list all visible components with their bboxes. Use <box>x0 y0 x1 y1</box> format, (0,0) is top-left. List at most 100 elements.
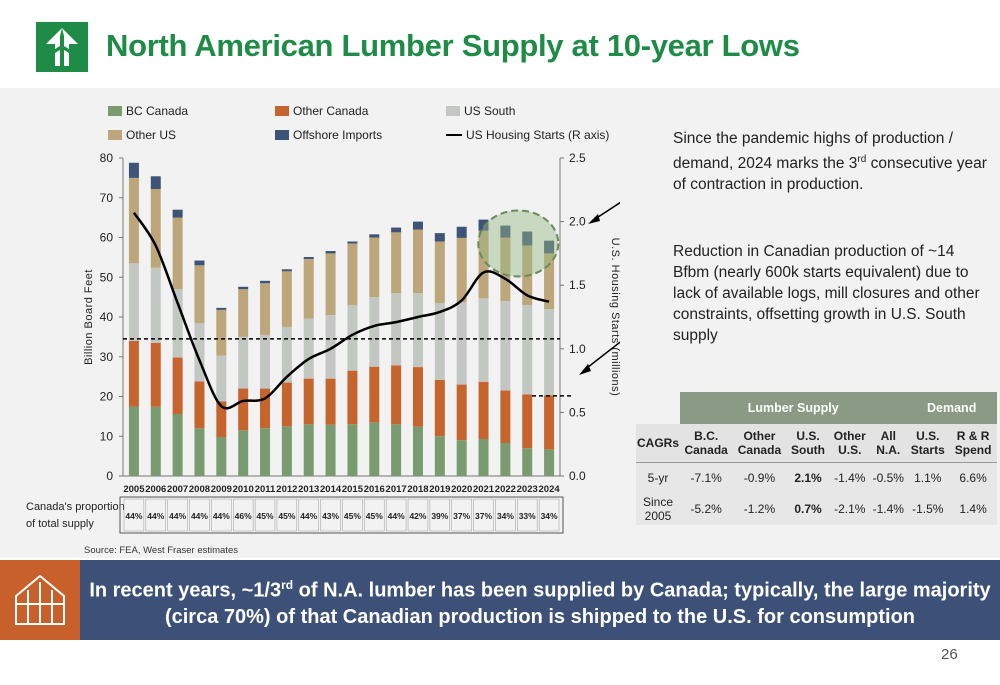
bar-us-south <box>412 293 423 368</box>
y2-tick-label: 0.5 <box>569 405 586 419</box>
legend-swatch-other-canada <box>275 106 289 116</box>
table-cell: -5.2% <box>680 493 733 525</box>
note1-text-a: Since the pandemic highs of production /… <box>673 130 954 173</box>
x-tick-label: 2011 <box>255 484 276 495</box>
table-cell: -0.5% <box>870 462 907 493</box>
bar-other-us <box>347 243 358 306</box>
col-header: U.S. South <box>786 424 830 463</box>
bar-offshore-imports <box>172 209 183 218</box>
legend-label-us-south: US South <box>464 104 515 118</box>
col-header: All N.A. <box>870 424 907 463</box>
table-row: Since 2005 -5.2% -1.2% 0.7% -2.1% -1.4% … <box>636 493 997 525</box>
tree-logo-icon <box>36 22 88 72</box>
bar-other-us <box>216 309 227 356</box>
y-tick-label: 20 <box>100 390 114 404</box>
bar-other-us <box>281 271 292 327</box>
table-cell: -1.2% <box>732 493 787 525</box>
bar-bc-canada <box>150 406 161 476</box>
x-tick-label: 2023 <box>517 484 538 495</box>
bar-bc-canada <box>500 443 511 476</box>
canada-proportion-label-line1: Canada's proportion <box>26 501 125 513</box>
bar-bc-canada <box>303 424 314 476</box>
bar-offshore-imports <box>281 269 292 272</box>
bar-other-us <box>150 189 161 268</box>
bar-bc-canada <box>391 424 402 476</box>
bar-other-canada <box>216 401 227 438</box>
x-tick-label: 2018 <box>407 484 428 495</box>
bar-offshore-imports <box>478 219 489 231</box>
proportion-value: 44% <box>169 511 186 521</box>
proportion-cell <box>233 498 254 532</box>
x-tick-label: 2009 <box>211 484 232 495</box>
bar-offshore-imports <box>238 286 249 290</box>
table-cell: 1.1% <box>906 462 950 493</box>
proportion-value: 37% <box>453 511 470 521</box>
col-header: U.S. Starts <box>906 424 950 463</box>
x-tick-label: 2008 <box>189 484 210 495</box>
proportion-value: 44% <box>147 511 164 521</box>
bar-bc-canada <box>522 448 533 476</box>
bar-us-south <box>391 293 402 366</box>
header: North American Lumber Supply at 10-year … <box>0 0 1000 88</box>
proportion-value: 43% <box>322 511 339 521</box>
proportion-cell <box>123 498 145 532</box>
bar-other-us <box>194 265 205 323</box>
x-tick-label: 2007 <box>167 484 188 495</box>
x-tick-label: 2019 <box>429 484 450 495</box>
bar-us-south <box>172 289 183 358</box>
y-tick-label: 70 <box>100 191 114 205</box>
proportion-value: 46% <box>235 511 252 521</box>
table-cell: -0.9% <box>732 462 787 493</box>
table-cell: -7.1% <box>680 462 733 493</box>
bar-us-south <box>194 322 205 382</box>
bar-us-south <box>260 334 271 389</box>
bar-bc-canada <box>194 428 205 476</box>
x-tick-label: 2006 <box>145 484 166 495</box>
page-title: North American Lumber Supply at 10-year … <box>106 28 800 63</box>
y-tick-label: 40 <box>100 310 114 324</box>
bar-bc-canada <box>369 422 380 476</box>
bar-us-south <box>500 301 511 391</box>
bar-bc-canada <box>456 440 467 476</box>
row-label: 5-yr <box>636 462 681 493</box>
proportion-value: 44% <box>191 511 208 521</box>
y-tick-label: 0 <box>106 469 113 483</box>
proportion-value: 44% <box>388 511 405 521</box>
bar-other-canada <box>303 378 314 425</box>
bar-us-south <box>478 298 489 382</box>
bar-other-us <box>172 217 183 290</box>
proportion-value: 44% <box>125 511 142 521</box>
source-note: Source: FEA, West Fraser estimates <box>84 545 238 556</box>
lumber-supply-chart: BC Canada Other Canada US South Other US Off… <box>26 104 620 534</box>
y-tick-label: 10 <box>100 429 114 443</box>
table-cell: -1.4% <box>829 462 871 493</box>
proportion-cell <box>451 498 472 532</box>
bar-other-canada <box>150 342 161 407</box>
bar-other-us <box>303 258 314 319</box>
x-tick-label: 2012 <box>276 484 297 495</box>
bar-offshore-imports <box>260 280 271 284</box>
col-header: B.C. Canada <box>680 424 733 463</box>
table-corner-blank <box>636 392 681 424</box>
bar-offshore-imports <box>128 162 139 178</box>
bar-us-south <box>347 305 358 371</box>
table-cell: 1.4% <box>949 493 997 525</box>
bar-other-canada <box>325 378 336 425</box>
legend-label-offshore-imports: Offshore Imports <box>293 128 382 142</box>
proportion-cell <box>538 498 560 532</box>
proportion-cell <box>342 498 363 532</box>
x-tick-label: 2020 <box>451 484 472 495</box>
proportion-cell <box>320 498 341 532</box>
bar-bc-canada <box>347 424 358 476</box>
bar-other-canada <box>369 366 380 423</box>
bar-bc-canada <box>260 428 271 476</box>
bar-bc-canada <box>128 406 139 476</box>
arrow-line-pandemic <box>591 201 620 222</box>
x-tick-label: 2021 <box>473 484 495 495</box>
y-tick-label: 50 <box>100 270 114 284</box>
proportion-cell <box>385 498 407 532</box>
page-number: 26 <box>941 646 958 663</box>
bar-other-canada <box>456 384 467 441</box>
y-tick-label: 80 <box>100 151 114 165</box>
table-cell: -1.4% <box>870 493 907 525</box>
